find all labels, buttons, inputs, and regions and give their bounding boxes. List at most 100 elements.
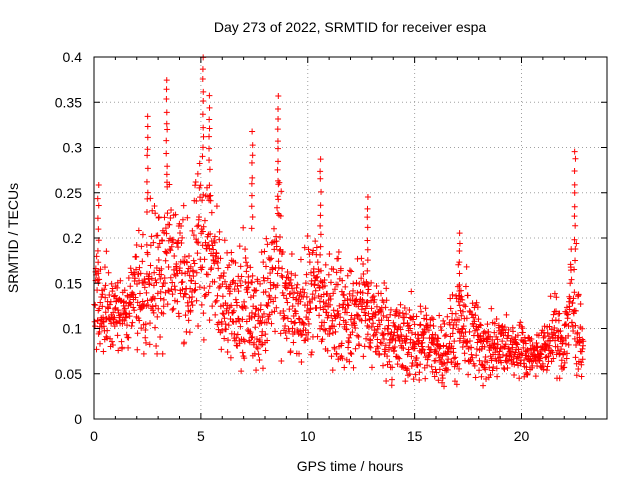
data-point (297, 256, 304, 263)
data-point (264, 337, 271, 344)
data-point (261, 248, 268, 255)
data-point (312, 277, 319, 284)
data-point (199, 197, 206, 204)
data-point (293, 284, 300, 291)
data-point (580, 338, 587, 345)
data-point (292, 272, 299, 279)
data-points (91, 54, 587, 390)
data-point (169, 291, 176, 298)
data-point (335, 310, 342, 317)
data-point (180, 258, 187, 265)
data-point (220, 269, 227, 276)
data-point (386, 344, 393, 351)
data-point (381, 280, 388, 287)
data-point (351, 297, 358, 304)
data-point (99, 291, 106, 298)
data-point (212, 311, 219, 318)
data-point (571, 167, 578, 174)
data-point (501, 324, 508, 331)
data-point (190, 232, 197, 239)
data-point (318, 188, 325, 195)
data-point (196, 213, 203, 220)
data-point (436, 366, 443, 373)
data-point (206, 125, 213, 132)
data-point (163, 150, 170, 157)
data-point (288, 270, 295, 277)
data-point (208, 209, 215, 216)
data-point (271, 225, 278, 232)
data-point (396, 309, 403, 316)
data-point (195, 239, 202, 246)
data-point (143, 289, 150, 296)
data-point (472, 374, 479, 381)
data-point (460, 333, 467, 340)
data-point (178, 269, 185, 276)
data-point (557, 328, 564, 334)
data-point (546, 323, 553, 330)
data-point (458, 312, 465, 319)
data-point (227, 354, 234, 361)
data-point (357, 300, 364, 307)
data-point (249, 152, 256, 159)
data-point (341, 297, 348, 304)
data-point (510, 328, 517, 335)
data-point (232, 259, 239, 266)
data-point (233, 302, 240, 309)
data-point (279, 249, 286, 256)
data-point (567, 280, 574, 287)
data-point (304, 335, 311, 342)
data-point (306, 259, 313, 266)
data-point (570, 328, 577, 335)
data-point (249, 272, 256, 279)
data-point (274, 145, 281, 152)
data-point (241, 355, 248, 362)
data-point (201, 256, 208, 263)
data-point (259, 328, 266, 335)
data-point (242, 278, 249, 285)
data-point (519, 351, 526, 358)
data-point (147, 262, 154, 269)
data-point (555, 317, 562, 324)
data-point (504, 357, 511, 364)
data-point (146, 341, 153, 348)
data-point (236, 340, 243, 347)
data-point (156, 214, 163, 221)
data-point (355, 333, 362, 340)
data-point (304, 232, 311, 239)
data-point (499, 338, 506, 345)
data-point (282, 323, 289, 330)
data-point (232, 296, 239, 303)
data-point (228, 302, 235, 309)
data-point (540, 366, 547, 373)
data-point (283, 295, 290, 302)
data-point (176, 265, 183, 272)
data-point (447, 295, 454, 302)
data-point (150, 282, 157, 289)
data-point (317, 267, 324, 274)
data-point (206, 193, 213, 200)
data-point (441, 383, 448, 390)
data-point (364, 267, 371, 274)
data-point (221, 278, 228, 285)
data-point (480, 382, 487, 389)
data-point (542, 354, 549, 361)
data-point (430, 316, 437, 323)
data-point (248, 180, 255, 187)
data-point (523, 347, 530, 354)
data-point (400, 345, 407, 352)
data-point (313, 244, 320, 251)
data-point (111, 314, 118, 321)
data-point (354, 289, 361, 296)
data-point (242, 305, 249, 312)
data-point (571, 213, 578, 220)
data-point (406, 322, 413, 329)
data-point (100, 348, 107, 355)
data-point (308, 351, 315, 358)
data-point (358, 275, 365, 282)
data-point (152, 302, 159, 309)
data-point (272, 294, 279, 301)
data-point (563, 355, 570, 362)
data-point (377, 339, 384, 346)
data-point (97, 340, 104, 347)
data-point (356, 280, 363, 287)
